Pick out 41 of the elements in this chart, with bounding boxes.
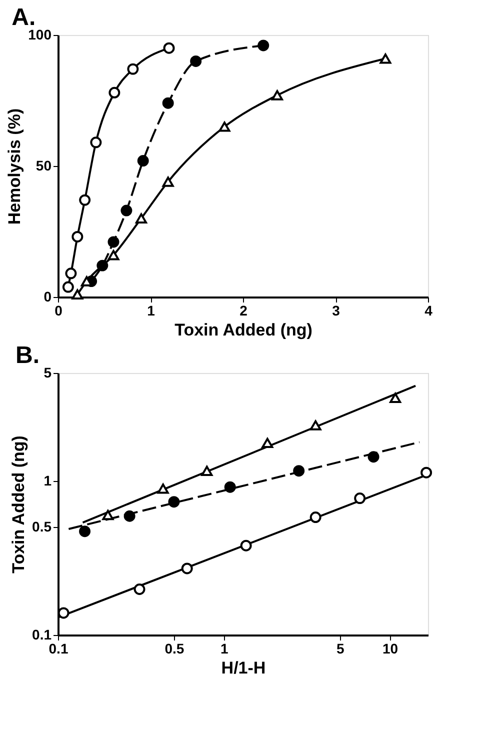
y-tick-label: 50 bbox=[36, 158, 52, 174]
chart-title: B. bbox=[16, 342, 40, 369]
point bbox=[72, 231, 84, 242]
x-axis-title: H/1-H bbox=[221, 658, 266, 678]
x-tick-label: 1 bbox=[147, 302, 156, 318]
x-tick-label: 1 bbox=[220, 640, 228, 656]
point bbox=[218, 122, 230, 132]
point bbox=[137, 155, 149, 166]
y-axis-title: Toxin Added (ng) bbox=[9, 436, 28, 574]
point bbox=[127, 63, 139, 75]
point bbox=[258, 40, 270, 52]
point bbox=[190, 55, 202, 67]
point bbox=[271, 90, 283, 100]
x-tick-label: 0.5 bbox=[164, 640, 184, 656]
x-tick-label: 0 bbox=[54, 302, 63, 318]
point bbox=[380, 53, 392, 64]
x-tick-label: 10 bbox=[382, 640, 398, 656]
point bbox=[120, 204, 132, 216]
x-tick-label: 2 bbox=[240, 302, 248, 318]
point bbox=[108, 86, 120, 98]
x-tick-label: 4 bbox=[424, 302, 433, 318]
point bbox=[79, 194, 91, 206]
point bbox=[90, 136, 102, 148]
y-tick-label: 5 bbox=[44, 364, 52, 380]
point bbox=[72, 289, 84, 300]
point bbox=[108, 236, 120, 248]
y-tick-label: 0.5 bbox=[32, 518, 52, 535]
point bbox=[62, 281, 74, 293]
y-tick-label: 0.1 bbox=[32, 626, 52, 642]
y-tick-label: 1 bbox=[44, 472, 52, 488]
x-tick-label: 3 bbox=[332, 302, 340, 318]
point bbox=[136, 213, 147, 224]
point bbox=[162, 97, 174, 109]
point bbox=[65, 268, 77, 280]
x-axis-title: Toxin Added (ng) bbox=[174, 320, 312, 340]
x-tick-label: 5 bbox=[336, 640, 344, 656]
point bbox=[162, 176, 174, 187]
point bbox=[108, 250, 120, 260]
point bbox=[163, 42, 175, 54]
y-tick-label: 0 bbox=[44, 288, 52, 304]
y-axis-title: Hemolysis (%) bbox=[5, 108, 24, 225]
